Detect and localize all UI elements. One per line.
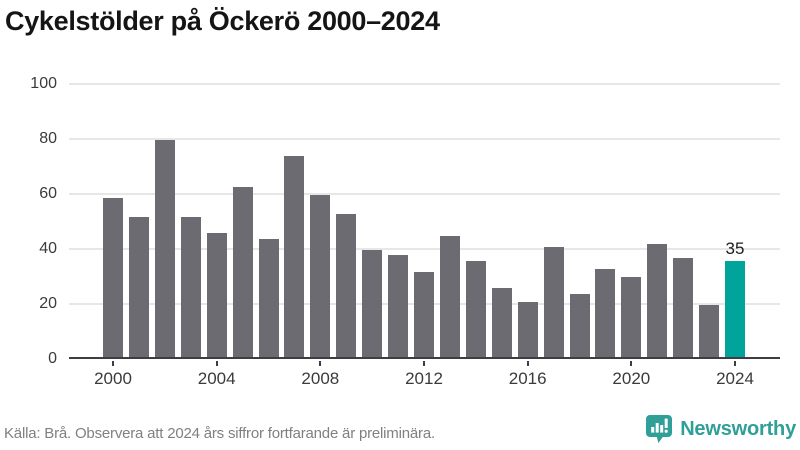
bar-value-label-2024: 35 (725, 238, 745, 258)
bar-2023 (699, 304, 720, 357)
bar-2008 (310, 194, 331, 357)
bar-2009 (336, 214, 357, 357)
x-tick-label-2008: 2008 (301, 369, 340, 388)
y-tick-label-60: 60 (39, 185, 57, 202)
bar-2020 (621, 277, 642, 357)
bar-2018 (569, 293, 590, 357)
x-tick-2012 (423, 361, 425, 366)
y-tick-label-20: 20 (39, 295, 57, 312)
bar-2003 (180, 216, 201, 357)
x-tick-2004 (215, 361, 218, 366)
y-tick-label-80: 80 (39, 130, 57, 147)
bar-2010 (362, 249, 383, 357)
source-note: Källa: Brå. Observera att 2024 års siffr… (4, 425, 435, 442)
bar-2019 (595, 269, 616, 357)
gridline-80 (69, 138, 780, 140)
newsworthy-logo[interactable]: Newsworthy (645, 414, 796, 444)
bar-2017 (543, 247, 564, 357)
chart-title: Cykelstölder på Öckerö 2000–2024 (5, 6, 440, 36)
bar-2000 (103, 197, 123, 357)
bar-2006 (258, 238, 279, 357)
gridline-40 (69, 248, 780, 250)
x-tick-label-2012: 2012 (405, 369, 443, 388)
x-tick-label-2016: 2016 (508, 369, 547, 388)
bar-2005 (232, 186, 253, 357)
gridline-100 (69, 83, 780, 85)
bar-2021 (647, 244, 668, 357)
x-tick-2020 (630, 361, 633, 366)
bar-2013 (439, 236, 460, 357)
bar-2016 (517, 302, 538, 357)
x-tick-2016 (526, 361, 529, 366)
bar-2007 (284, 156, 305, 357)
y-axis: 0 20 40 60 80 100 (0, 75, 57, 367)
brand-name: Newsworthy (680, 417, 796, 440)
footer: Källa: Brå. Observera att 2024 års siffr… (0, 408, 800, 450)
y-tick-label-40: 40 (39, 240, 57, 257)
y-tick-label-0: 0 (48, 350, 57, 367)
bar-2015 (491, 288, 512, 357)
bar-2012 (414, 271, 434, 357)
x-tick-label-2020: 2020 (612, 369, 651, 388)
x-tick-2000 (112, 361, 114, 366)
bar-2001 (128, 216, 149, 357)
y-tick-label-100: 100 (30, 75, 57, 92)
bar-2014 (465, 260, 486, 357)
x-axis: 2000 2004 2008 2012 2016 2020 2024 (69, 361, 780, 395)
bar-chart: 0 20 40 60 80 100 35 2000 2004 2008 2012 2016 2020… (0, 75, 780, 395)
speech-bubble-bar-chart-icon (646, 415, 673, 443)
x-tick-label-2024: 2024 (716, 369, 754, 388)
x-tick-label-2004: 2004 (197, 369, 236, 388)
plot-area: 35 (69, 83, 780, 359)
x-tick-2008 (319, 361, 322, 366)
bar-2024 (725, 260, 745, 357)
gridline-60 (69, 193, 780, 195)
bar-2002 (154, 139, 175, 357)
x-tick-label-2000: 2000 (94, 369, 132, 388)
bar-2022 (673, 258, 694, 357)
bar-2011 (388, 255, 409, 357)
x-tick-2024 (734, 361, 736, 366)
bar-2004 (206, 233, 227, 357)
